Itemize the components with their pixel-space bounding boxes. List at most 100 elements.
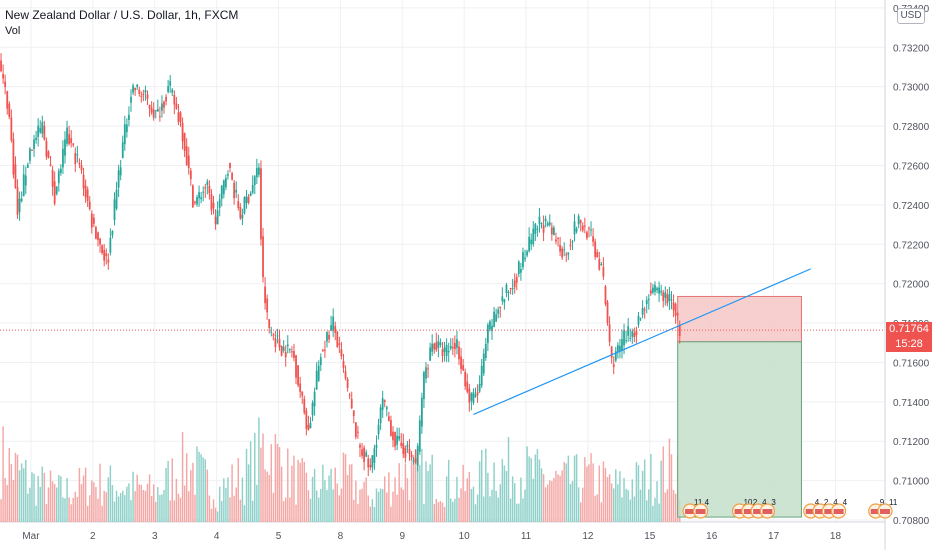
volume-bar bbox=[68, 497, 70, 522]
candle-body bbox=[115, 189, 118, 209]
volume-bar bbox=[0, 499, 2, 522]
volume-bar bbox=[233, 495, 235, 522]
volume-bar bbox=[516, 503, 518, 522]
volume-bar bbox=[507, 437, 510, 522]
flag-icon bbox=[880, 509, 890, 514]
candle-body bbox=[559, 244, 561, 252]
candle-body bbox=[476, 392, 479, 396]
volume-bar bbox=[198, 451, 200, 522]
time-tick-label: Mar bbox=[22, 531, 40, 542]
candle-body bbox=[200, 197, 203, 200]
volume-bar bbox=[16, 454, 19, 522]
volume-bar bbox=[670, 454, 673, 522]
volume-bar bbox=[258, 417, 260, 522]
volume-bar bbox=[179, 497, 182, 522]
candle-body bbox=[272, 334, 275, 336]
volume-bar bbox=[600, 502, 603, 522]
candle-body bbox=[662, 292, 665, 301]
candle-body bbox=[414, 457, 417, 463]
volume-bar bbox=[404, 463, 407, 522]
flag-icon bbox=[805, 509, 816, 514]
time-tick-label: 2 bbox=[90, 531, 96, 542]
candle-body bbox=[348, 394, 351, 396]
volume-bar bbox=[604, 468, 607, 522]
currency-button[interactable]: USD bbox=[897, 8, 925, 24]
candle-body bbox=[371, 455, 374, 468]
time-tick-label: 15 bbox=[644, 531, 656, 542]
event-count: 4 bbox=[815, 498, 820, 507]
volume-bar bbox=[390, 506, 392, 522]
price-tick-label: 0.72800 bbox=[893, 122, 930, 133]
candle-body bbox=[466, 381, 469, 392]
volume-bar bbox=[295, 504, 297, 522]
candle-body bbox=[330, 325, 333, 331]
candle-body bbox=[616, 345, 619, 352]
volume-bar bbox=[524, 489, 526, 522]
volume-bar bbox=[645, 500, 648, 522]
event-count: 9 bbox=[880, 498, 885, 507]
volume-bar bbox=[540, 468, 543, 522]
volume-bar bbox=[474, 504, 477, 522]
candle-body bbox=[8, 103, 11, 117]
volume-bar bbox=[326, 490, 328, 522]
event-count: 11 bbox=[889, 498, 898, 507]
candle-body bbox=[59, 168, 62, 173]
candle-body bbox=[435, 342, 438, 350]
long-position-tool bbox=[677, 295, 802, 518]
candle-body bbox=[84, 185, 87, 198]
candle-body bbox=[670, 299, 673, 301]
volume-bar bbox=[674, 493, 677, 522]
candle-body bbox=[288, 348, 291, 350]
candle-body bbox=[171, 89, 174, 93]
candle-body bbox=[555, 239, 557, 242]
volume-bar bbox=[660, 460, 662, 522]
symbol-title[interactable]: New Zealand Dollar / U.S. Dollar, 1h, FX… bbox=[5, 8, 239, 22]
candle-body bbox=[218, 199, 221, 208]
trend-line[interactable] bbox=[473, 268, 811, 415]
candle-body bbox=[594, 241, 597, 257]
volume-bar bbox=[511, 476, 514, 522]
candle-body bbox=[377, 424, 380, 435]
volume-bar bbox=[150, 495, 153, 522]
volume-bar bbox=[140, 484, 143, 522]
candle-body bbox=[187, 155, 190, 169]
candle-body bbox=[255, 168, 258, 178]
candle-body bbox=[212, 202, 215, 209]
candle-body bbox=[169, 81, 172, 86]
volume-bar bbox=[590, 453, 592, 522]
volume-bar bbox=[334, 467, 336, 522]
candle-body bbox=[410, 454, 413, 458]
candle-body bbox=[511, 287, 514, 290]
candle-body bbox=[280, 346, 283, 356]
volume-indicator-label[interactable]: Vol bbox=[5, 25, 21, 37]
volume-bar bbox=[414, 449, 417, 522]
candle-body bbox=[433, 343, 436, 350]
volume-bar bbox=[235, 487, 237, 522]
last-price-tag: 0.71764 15:28 bbox=[886, 322, 932, 353]
volume-bar bbox=[278, 447, 281, 522]
volume-bar bbox=[167, 460, 169, 522]
volume-bar bbox=[103, 490, 105, 522]
candle-body bbox=[437, 340, 440, 348]
candle-body bbox=[517, 261, 520, 274]
candle-body bbox=[641, 307, 644, 315]
volume-bar bbox=[192, 462, 194, 522]
volume-bar bbox=[582, 487, 584, 522]
candle-body bbox=[152, 109, 155, 118]
time-tick-label: 3 bbox=[152, 531, 158, 542]
candle-body bbox=[423, 372, 425, 400]
candle-body bbox=[635, 330, 638, 336]
candle-body bbox=[336, 331, 339, 347]
candle-body bbox=[148, 104, 151, 109]
volume-bar bbox=[421, 448, 423, 522]
candle-body bbox=[123, 124, 126, 145]
volume-bar bbox=[212, 499, 215, 522]
candle-body bbox=[505, 284, 508, 293]
candle-body bbox=[420, 397, 423, 427]
candle-body bbox=[95, 227, 97, 239]
candle-body bbox=[41, 122, 44, 134]
volume-bar bbox=[107, 477, 110, 522]
event-count: 3 bbox=[771, 498, 776, 507]
